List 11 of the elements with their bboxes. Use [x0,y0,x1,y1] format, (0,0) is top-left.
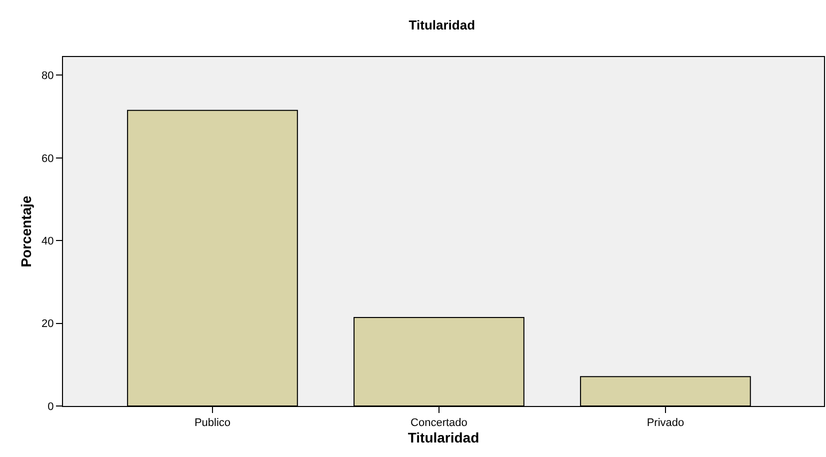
x-tick-label: Concertado [410,417,468,430]
y-tick-label: 20 [42,318,54,330]
x-tick-label: Privado [646,417,684,430]
y-tick-label: 0 [48,400,54,413]
x-tick-label: Publico [194,417,231,430]
y-axis-title: Porcentaje [18,195,34,268]
chart-title: Titularidad [408,18,476,33]
y-tick-label: 60 [42,152,54,165]
y-tick-label: 80 [42,70,54,82]
y-tick-label: 40 [42,235,54,248]
x-axis-title: Titularidad [408,430,480,446]
